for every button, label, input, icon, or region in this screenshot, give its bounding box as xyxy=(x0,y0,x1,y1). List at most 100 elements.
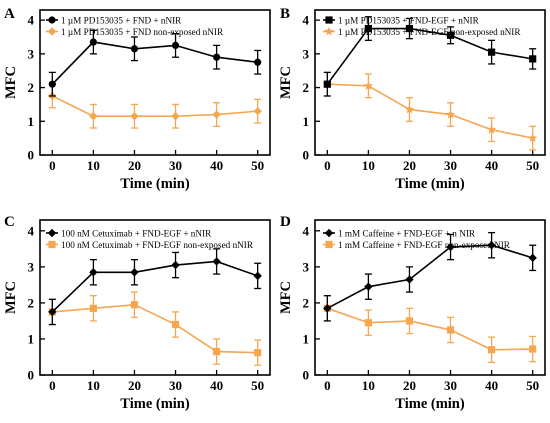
x-axis-label: Time (min) xyxy=(395,176,465,192)
data-point xyxy=(130,268,139,277)
series-line xyxy=(327,83,533,139)
x-axis-label: Time (min) xyxy=(395,396,465,412)
y-tick-label: 1 xyxy=(303,331,310,346)
legend-marker xyxy=(47,228,57,238)
panel-label: A xyxy=(4,6,15,22)
x-tick-label: 0 xyxy=(324,158,331,173)
x-tick-label: 20 xyxy=(128,378,141,393)
x-tick-label: 30 xyxy=(169,158,182,173)
legend-entry: 1 mM Caffeine + FND-EGF + n NIR xyxy=(338,229,476,239)
legend-marker xyxy=(325,240,333,249)
data-point xyxy=(487,124,497,134)
x-tick-label: 10 xyxy=(362,158,375,173)
x-tick-label: 10 xyxy=(87,378,100,393)
data-point xyxy=(323,304,332,313)
series-1 xyxy=(48,29,262,97)
data-point xyxy=(405,317,414,325)
series-1 xyxy=(323,16,537,97)
series-line xyxy=(51,41,258,85)
data-point xyxy=(254,349,262,357)
y-tick-label: 1 xyxy=(28,331,35,346)
x-tick-label: 0 xyxy=(324,378,331,393)
series-line xyxy=(327,307,533,351)
data-point xyxy=(89,304,97,312)
y-tick-label: 1 xyxy=(303,114,310,129)
x-tick-label: 30 xyxy=(444,158,457,173)
y-tick-label: 2 xyxy=(303,80,310,95)
legend-entry: 100 nM Cetuximab + FND-EGF + nNIR xyxy=(61,229,212,239)
y-tick-label: 2 xyxy=(28,80,35,95)
data-point xyxy=(130,45,139,53)
y-tick-label: 2 xyxy=(28,295,35,310)
x-tick-label: 20 xyxy=(403,158,416,173)
x-tick-label: 0 xyxy=(49,378,56,393)
panel-label: D xyxy=(280,214,291,230)
x-axis-label: Time (min) xyxy=(120,396,190,412)
legend-marker xyxy=(324,26,334,36)
plot-frame xyxy=(39,9,271,156)
x-tick-label: 50 xyxy=(251,158,264,173)
data-point xyxy=(212,110,221,119)
x-tick-label: 40 xyxy=(210,158,223,173)
data-point xyxy=(254,58,262,66)
data-point xyxy=(529,345,537,353)
data-point xyxy=(363,81,373,90)
panel-label: B xyxy=(280,6,290,22)
x-tick-label: 30 xyxy=(444,378,457,393)
series-line xyxy=(326,244,533,310)
data-point xyxy=(529,55,537,63)
legend-marker xyxy=(48,16,56,24)
legend-entry: 1 µM PD153035 + FND + nNIR xyxy=(61,16,182,26)
data-point xyxy=(528,253,537,263)
legend-marker xyxy=(324,228,334,238)
data-point xyxy=(488,48,496,56)
data-point xyxy=(89,112,98,121)
data-point xyxy=(446,31,455,39)
series-2 xyxy=(322,71,538,151)
x-tick-label: 40 xyxy=(485,158,498,173)
data-point xyxy=(253,271,262,281)
y-tick-label: 1 xyxy=(28,114,35,129)
y-tick-label: 3 xyxy=(303,46,310,61)
data-point xyxy=(89,268,98,277)
series-line xyxy=(52,303,258,354)
x-tick-label: 50 xyxy=(526,378,539,393)
data-point xyxy=(364,319,372,327)
x-tick-label: 40 xyxy=(485,378,498,393)
series-line xyxy=(51,260,258,313)
data-point xyxy=(171,320,180,329)
data-point xyxy=(130,301,139,309)
data-point xyxy=(171,41,180,50)
legend-marker xyxy=(325,16,333,24)
series-line xyxy=(51,95,258,118)
series-2 xyxy=(48,83,262,129)
y-tick-label: 4 xyxy=(28,13,35,28)
y-tick-label: 0 xyxy=(303,148,310,163)
data-point xyxy=(488,346,496,354)
data-point xyxy=(487,241,496,250)
x-tick-label: 20 xyxy=(128,158,141,173)
data-point xyxy=(130,112,139,121)
legend-entry: 1 mM Caffeine + FND-EGF non-exposed NIR xyxy=(338,240,511,250)
y-tick-label: 3 xyxy=(303,259,310,274)
legend-entry: 100 nM Cetuximab + FND-EGF non-exposed n… xyxy=(61,240,254,250)
y-axis-label: MFC xyxy=(3,281,19,314)
y-axis-label: MFC xyxy=(278,281,294,314)
y-tick-label: 4 xyxy=(303,223,310,238)
y-tick-label: 0 xyxy=(28,148,35,163)
plot-frame xyxy=(39,219,271,376)
legend-entry: 1 µM PD153035 + FND-EGF non-exposed nNIR xyxy=(338,27,521,37)
data-point xyxy=(213,53,221,61)
y-tick-label: 0 xyxy=(303,368,310,383)
x-tick-label: 20 xyxy=(403,378,416,393)
y-tick-label: 4 xyxy=(303,13,310,28)
data-point xyxy=(48,307,57,317)
